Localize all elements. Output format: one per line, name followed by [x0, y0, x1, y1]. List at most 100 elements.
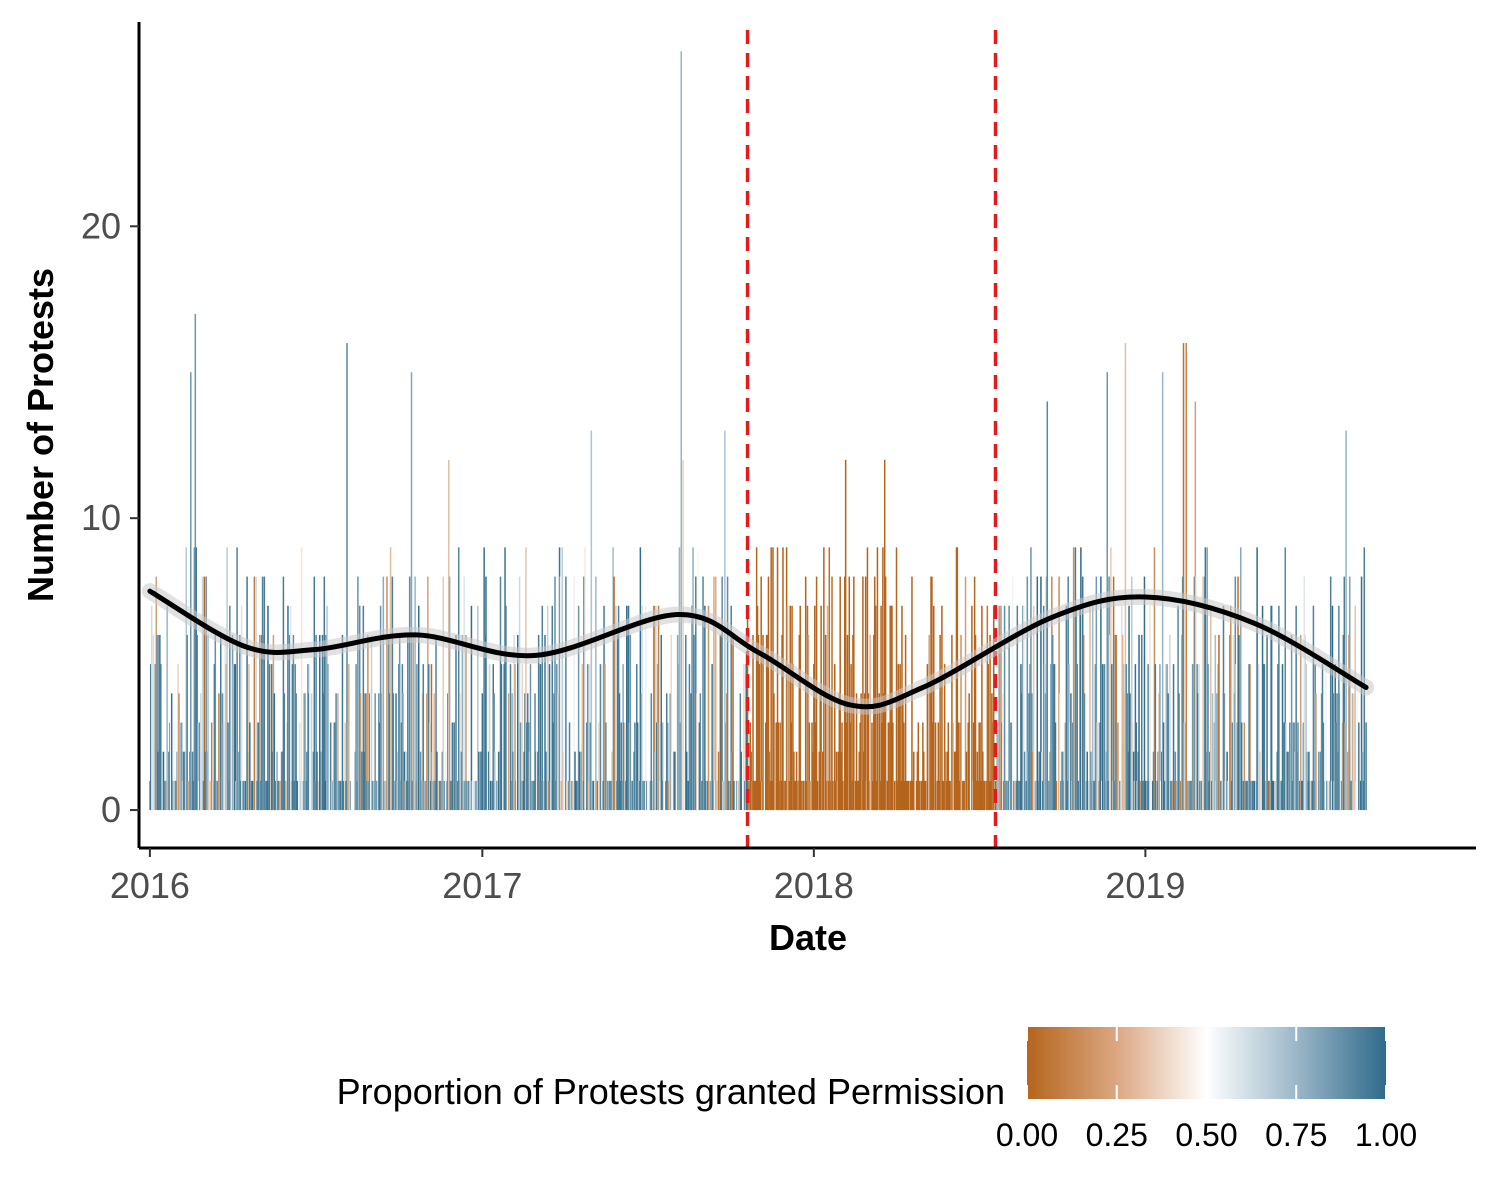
bar — [497, 780, 499, 811]
bar — [834, 780, 837, 811]
x-tick-label: 2017 — [442, 865, 522, 906]
bar — [599, 664, 602, 811]
bar — [1235, 664, 1237, 811]
bar — [838, 693, 841, 811]
bar — [823, 547, 825, 811]
bar — [546, 780, 548, 811]
bar — [1163, 780, 1166, 811]
bar — [683, 751, 685, 811]
bar — [1108, 576, 1110, 811]
bar — [679, 722, 682, 811]
bar — [197, 722, 199, 811]
bar — [219, 634, 222, 811]
bar — [1025, 780, 1028, 811]
bar — [781, 634, 783, 811]
bar — [942, 780, 945, 811]
bar — [973, 576, 976, 811]
bar — [1086, 751, 1089, 811]
bar — [447, 693, 449, 811]
bar — [1091, 605, 1094, 811]
bar — [1063, 722, 1066, 811]
bar — [194, 313, 197, 811]
bar — [286, 722, 288, 811]
bar — [856, 780, 859, 811]
bar — [1127, 751, 1129, 811]
bar — [634, 722, 636, 811]
bar — [575, 780, 577, 811]
bar — [1233, 693, 1236, 811]
bar — [851, 780, 853, 811]
bar — [938, 780, 940, 811]
x-tick-label: 2018 — [774, 865, 854, 906]
bar — [547, 780, 550, 811]
bar — [1343, 576, 1346, 811]
bar — [512, 751, 514, 811]
bar — [669, 693, 672, 811]
bar — [438, 780, 441, 811]
bar — [981, 605, 983, 811]
bar — [463, 576, 465, 811]
bar — [918, 780, 920, 811]
bar — [242, 780, 245, 811]
legend-ticks: 0.00 0.25 0.50 0.75 1.00 — [996, 1027, 1417, 1153]
bar — [986, 605, 989, 811]
bar — [1259, 751, 1261, 811]
bar — [1026, 576, 1029, 811]
bar — [483, 547, 485, 811]
bar — [383, 780, 385, 811]
bar — [722, 780, 724, 811]
bar — [875, 780, 878, 811]
bar — [303, 693, 306, 811]
bar — [759, 780, 762, 811]
bar — [200, 693, 202, 811]
bar — [590, 430, 593, 811]
bar — [616, 634, 619, 811]
bar — [461, 634, 464, 811]
bar — [766, 634, 769, 811]
bar — [751, 780, 753, 811]
bar — [565, 576, 567, 811]
bar — [213, 664, 216, 811]
bar — [1308, 751, 1310, 811]
bar — [696, 547, 699, 811]
bar — [408, 780, 410, 811]
bar — [350, 780, 353, 811]
bar — [739, 693, 742, 811]
bar — [777, 722, 780, 811]
bar — [852, 634, 854, 811]
bar — [1278, 605, 1280, 811]
bar — [395, 693, 397, 811]
bar — [1361, 751, 1364, 811]
bar — [158, 634, 160, 811]
bar — [757, 634, 760, 811]
bar — [1355, 780, 1357, 811]
bar — [982, 751, 984, 811]
bar — [193, 547, 196, 811]
bar — [1000, 605, 1002, 811]
bar — [713, 576, 715, 811]
bar — [1287, 751, 1289, 811]
bar — [1201, 576, 1204, 811]
bar — [259, 780, 262, 811]
legend-tick-label: 0.00 — [996, 1117, 1058, 1153]
bar — [1139, 780, 1141, 811]
bar — [786, 605, 789, 811]
bars-layer — [149, 51, 1367, 811]
bar — [609, 780, 612, 811]
bar — [1143, 576, 1146, 811]
bar — [1319, 780, 1321, 811]
bar — [248, 664, 250, 811]
bar — [979, 722, 981, 811]
bar — [347, 722, 349, 811]
bar — [601, 664, 603, 811]
bar — [576, 780, 579, 811]
bar — [625, 780, 627, 811]
bar — [552, 722, 554, 811]
bar — [999, 780, 1001, 811]
bar — [898, 693, 900, 811]
bar — [414, 576, 416, 811]
bar — [169, 722, 171, 811]
bar — [1011, 722, 1013, 811]
bar — [902, 693, 904, 811]
bar — [990, 780, 992, 811]
